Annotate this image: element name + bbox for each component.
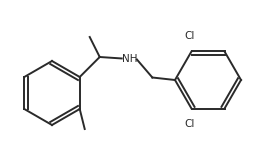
Text: Cl: Cl	[184, 31, 195, 41]
Text: Cl: Cl	[184, 119, 195, 129]
Text: NH: NH	[122, 54, 138, 64]
